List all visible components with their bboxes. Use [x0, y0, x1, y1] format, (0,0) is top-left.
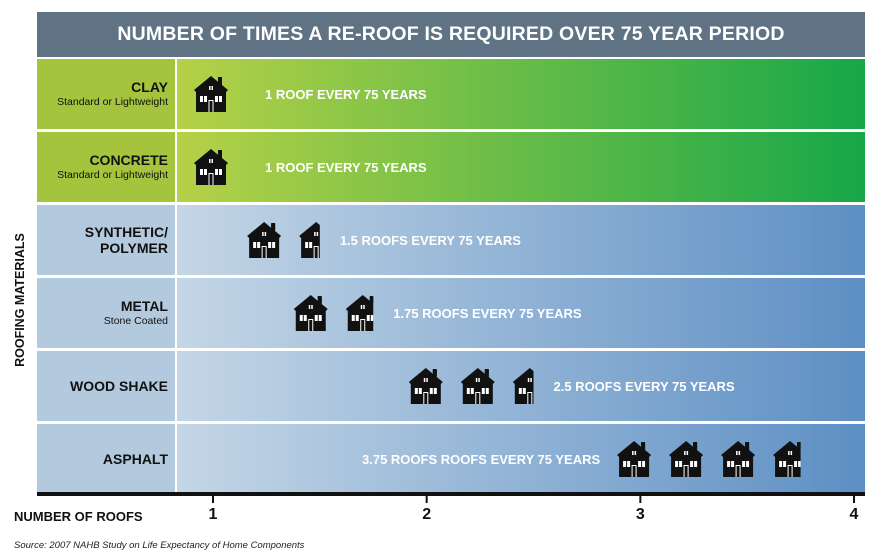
- house-icon: [299, 222, 320, 258]
- bar-metal: [177, 278, 865, 348]
- row-separator: [177, 348, 865, 351]
- bar-label-concrete: 1 ROOF EVERY 75 YEARS: [265, 160, 427, 175]
- house-icon: [408, 368, 443, 404]
- row-subtitle: Stone Coated: [103, 315, 168, 327]
- row-separator: [177, 421, 865, 424]
- row-name: CLAY: [131, 79, 168, 95]
- house-icon: [512, 368, 534, 404]
- house-icon: [460, 368, 495, 404]
- house-icon: [194, 149, 228, 185]
- row-separator: [177, 202, 865, 205]
- x-tick: [853, 494, 856, 503]
- bar-label-clay: 1 ROOF EVERY 75 YEARS: [265, 87, 427, 102]
- house-icon: [247, 222, 282, 258]
- bar-label-wood-shake: 2.5 ROOFS EVERY 75 YEARS: [554, 379, 735, 394]
- row-separator: [177, 129, 865, 132]
- row-name: ASPHALT: [102, 451, 168, 467]
- x-tick: [212, 494, 214, 503]
- house-icon: [721, 441, 756, 477]
- x-tick-label: 2: [422, 506, 432, 523]
- row-name: METAL: [120, 298, 168, 314]
- chart-title: NUMBER OF TIMES A RE-ROOF IS REQUIRED OV…: [37, 12, 865, 57]
- house-icon: [194, 76, 228, 112]
- x-tick-label: 4: [849, 506, 859, 523]
- x-tick: [425, 494, 428, 503]
- house-icon: [293, 295, 328, 331]
- house-icon: [345, 295, 374, 331]
- bar-label-metal: 1.75 ROOFS EVERY 75 YEARS: [393, 306, 582, 321]
- row-subtitle: Standard or Lightweight: [57, 169, 168, 181]
- row-label-concrete: CONCRETE Standard or Lightweight: [37, 132, 175, 202]
- row-separator: [177, 275, 865, 278]
- row-name: WOOD SHAKE: [70, 378, 168, 394]
- house-icon: [617, 441, 652, 477]
- row-label-synthetic-polymer: SYNTHETIC/ POLYMER: [37, 205, 175, 275]
- bar-label-synthetic-polymer: 1.5 ROOFS EVERY 75 YEARS: [340, 233, 521, 248]
- x-axis-line: [37, 492, 865, 496]
- x-tick: [639, 494, 642, 503]
- bar-concrete: [177, 132, 865, 202]
- row-subtitle: Standard or Lightweight: [57, 96, 168, 108]
- x-tick-label: 1: [208, 506, 218, 523]
- row-name: SYNTHETIC/ POLYMER: [84, 224, 168, 256]
- row-label-wood-shake: WOOD SHAKE: [37, 351, 175, 421]
- row-label-asphalt: ASPHALT: [37, 424, 175, 494]
- row-label-clay: CLAY Standard or Lightweight: [37, 59, 175, 129]
- source-note: Source: 2007 NAHB Study on Life Expectan…: [14, 540, 305, 551]
- x-tick-label: 3: [635, 506, 645, 523]
- bar-synthetic-polymer: [177, 205, 865, 275]
- house-icon: [773, 441, 801, 477]
- house-icon: [669, 441, 704, 477]
- row-name: CONCRETE: [89, 152, 168, 168]
- bar-clay: [177, 59, 865, 129]
- x-axis-title: NUMBER OF ROOFS: [14, 509, 143, 524]
- row-label-metal: METAL Stone Coated: [37, 278, 175, 348]
- bar-label-asphalt: 3.75 ROOFS ROOFS EVERY 75 YEARS: [362, 452, 601, 467]
